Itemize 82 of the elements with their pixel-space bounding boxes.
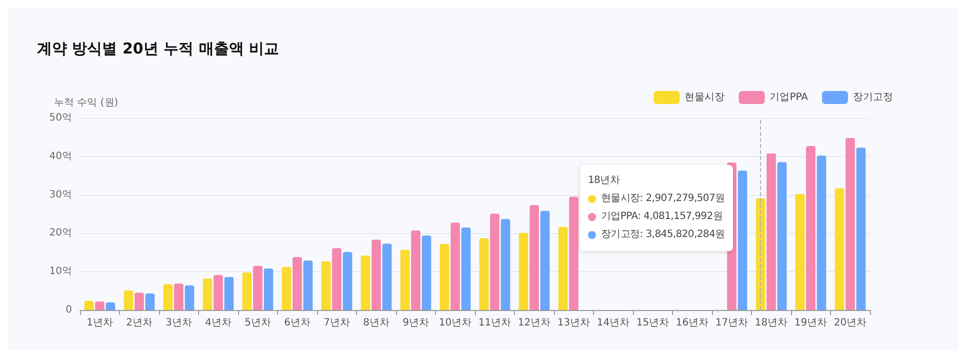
bar	[518, 232, 528, 310]
bar	[382, 244, 392, 310]
x-tick-label: 7년차	[324, 318, 350, 328]
bar	[411, 230, 420, 310]
x-tick-label: 2년차	[126, 318, 152, 328]
x-tick-label: 6년차	[284, 318, 310, 328]
legend-label: 현물시장	[684, 92, 725, 103]
x-tick-label: 10년차	[438, 318, 472, 328]
x-tick-label: 9년차	[402, 318, 429, 328]
bar	[738, 170, 748, 310]
bar	[242, 272, 252, 310]
x-tick-label: 20년차	[834, 318, 867, 328]
x-tick-label: 18년차	[754, 318, 788, 328]
x-tick-label: 4년차	[205, 318, 232, 328]
bar	[224, 276, 234, 310]
bar	[856, 148, 866, 310]
legend-label: 장기고정	[853, 92, 893, 103]
bar	[184, 285, 194, 310]
bar	[303, 260, 313, 310]
bar	[479, 238, 489, 310]
bar	[292, 257, 302, 310]
bar	[202, 278, 212, 310]
bar	[766, 153, 776, 310]
y-axis-title: 누적 수익 (원)	[54, 98, 118, 108]
x-tick-label: 12년차	[518, 318, 551, 328]
x-tick-label: 1년차	[86, 318, 113, 328]
bar	[145, 293, 155, 310]
x-tick-label: 16년차	[676, 318, 709, 328]
bar	[360, 255, 370, 310]
bar	[440, 244, 450, 310]
bar	[540, 210, 550, 310]
bar	[332, 248, 342, 310]
bar	[106, 302, 116, 310]
annotation: 기업PPA: 4,081,157,992원	[601, 210, 722, 224]
bar	[400, 250, 410, 310]
bar	[500, 218, 510, 310]
x-tick-label: 11년차	[478, 318, 512, 328]
x-tick-label: 19년차	[794, 318, 828, 328]
chart-title: 계약 방식별 20년 누적 매출액 비교	[37, 40, 279, 58]
x-tick-label: 8년차	[363, 318, 390, 328]
bar	[372, 240, 381, 310]
legend-label: 기업PPA	[770, 92, 808, 103]
bar	[264, 268, 274, 310]
y-tick-label: 30억	[49, 189, 72, 200]
bar	[558, 227, 568, 310]
bar	[321, 261, 331, 310]
bar	[530, 205, 539, 310]
y-tick-label: 20억	[49, 228, 72, 239]
bar	[163, 284, 173, 310]
x-tick-label: 13년차	[557, 318, 590, 328]
bar	[253, 266, 262, 310]
bar	[214, 275, 223, 310]
bar	[342, 252, 352, 310]
bar	[806, 146, 816, 310]
x-tick-label: 5년차	[244, 318, 271, 328]
bar	[834, 188, 844, 310]
y-tick-label: 50억	[49, 112, 72, 124]
bar	[846, 138, 855, 310]
annotation: 장기고정: 3,845,820,284원	[601, 228, 725, 242]
annotation: 현물시장: 2,907,279,507원	[601, 192, 725, 206]
annotation: 18년차	[588, 174, 621, 188]
bar	[461, 227, 471, 310]
bar	[282, 266, 292, 310]
x-tick-label: 14년차	[596, 318, 630, 328]
bar	[422, 236, 432, 310]
x-tick-label: 17년차	[715, 318, 748, 328]
y-tick-label: 40억	[49, 150, 72, 162]
bar	[490, 214, 500, 310]
x-tick-label: 15년차	[636, 318, 670, 328]
bar	[777, 162, 787, 310]
bar	[569, 196, 578, 310]
bar	[84, 300, 94, 310]
bar	[174, 284, 184, 310]
y-tick-label: 0	[66, 304, 72, 316]
bar	[134, 292, 144, 310]
x-tick-label: 3년차	[166, 318, 192, 328]
y-tick-label: 10억	[49, 266, 72, 278]
bar	[95, 302, 104, 310]
bar	[450, 222, 460, 310]
bar	[124, 290, 134, 310]
bar	[795, 194, 805, 310]
bar	[816, 156, 826, 310]
